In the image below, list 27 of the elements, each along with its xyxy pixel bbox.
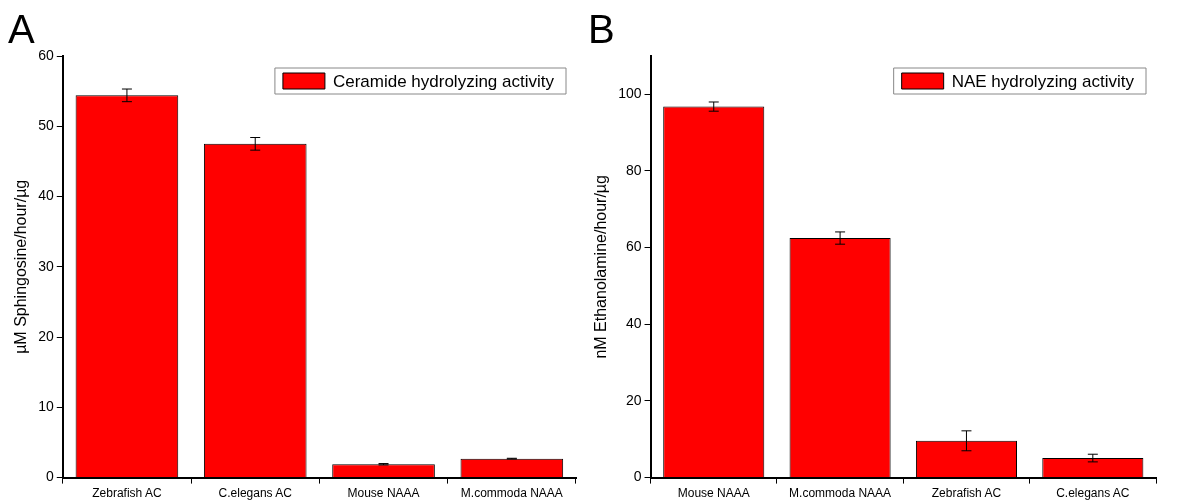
y-tick-label: 20 (625, 391, 642, 408)
y-tick-label: 0 (633, 468, 642, 485)
x-tick-label: C.elegans AC (1056, 486, 1130, 501)
y-tick-label: 20 (38, 327, 54, 344)
y-tick-label: 50 (38, 117, 54, 134)
y-tick-label: 40 (625, 315, 642, 332)
x-tick-label: Zebrafish AC (92, 486, 162, 501)
x-tick-label: Mouse NAAA (347, 486, 420, 501)
y-tick-label: 30 (38, 257, 54, 274)
y-tick-label: 60 (625, 238, 642, 255)
y-axis-title: µM Sphingosine/hour/µg (12, 179, 30, 354)
x-tick-label: M.commoda NAAA (789, 486, 892, 501)
x-tick-label: M.commoda NAAA (460, 486, 563, 501)
y-tick-label: 60 (38, 46, 54, 63)
x-tick-label: C.elegans AC (218, 486, 293, 501)
chart-title: A (8, 7, 35, 52)
y-tick-label: 0 (45, 468, 54, 485)
x-tick-label: Zebrafish AC (931, 486, 1002, 501)
y-tick-label: 80 (625, 161, 642, 178)
chart-title: B (588, 7, 615, 52)
legend-label: Ceramide hydrolyzing activity (332, 71, 555, 91)
y-tick-label: 10 (38, 398, 54, 415)
y-axis-title: nM Ethanolamine/hour/µg (592, 175, 610, 359)
y-tick-label: 40 (38, 187, 54, 204)
legend-label: NAE hydrolyzing activity (951, 71, 1135, 91)
y-tick-label: 100 (618, 85, 642, 102)
x-tick-label: Mouse NAAA (677, 486, 750, 501)
